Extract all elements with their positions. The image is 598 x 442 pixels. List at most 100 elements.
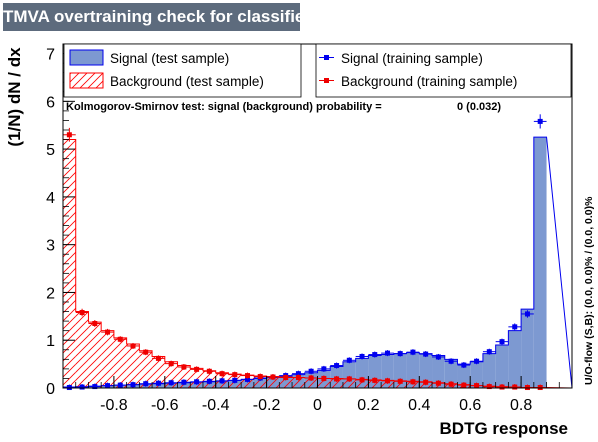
background-training-point <box>75 308 89 317</box>
background-test-bar <box>88 322 102 388</box>
x-tick-label: -0.2 <box>253 397 281 414</box>
signal-training-point <box>101 382 114 389</box>
legend-label-signal-training: Signal (training sample) <box>341 51 483 66</box>
signal-training-point <box>88 383 102 390</box>
background-test-bar <box>393 380 407 388</box>
chart-title: TMVA overtraining check for classifier: … <box>3 3 300 31</box>
signal-training-point <box>482 348 496 355</box>
background-training-point <box>482 383 496 390</box>
background-training-point <box>139 349 153 356</box>
background-training-point <box>190 366 203 373</box>
y-tick-label: 4 <box>46 190 55 207</box>
signal-test-bar <box>521 309 534 388</box>
signal-training-point <box>521 310 534 318</box>
background-training-point <box>508 384 522 390</box>
background-training-point <box>406 378 420 385</box>
background-training-point <box>342 375 356 382</box>
x-axis-label: BDTG response <box>440 419 568 438</box>
legend-swatch-signal-test <box>69 49 104 66</box>
y-tick-label: 2 <box>46 285 55 302</box>
signal-test-bar <box>406 352 420 388</box>
background-training-points <box>63 127 547 391</box>
signal-training-point <box>368 351 382 358</box>
background-training-point <box>432 380 445 387</box>
signal-training-point <box>304 368 318 375</box>
background-training-point <box>279 374 293 381</box>
signal-training-point <box>393 350 407 357</box>
signal-test-bar <box>419 353 433 388</box>
background-training-point <box>88 320 102 327</box>
background-training-point <box>164 360 178 367</box>
signal-test-bar <box>482 353 496 388</box>
signal-test-bar <box>393 353 407 388</box>
ks-test-label: Kolmogorov-Smirnov test: signal (backgro… <box>66 101 382 113</box>
legend: Signal (test sample) Background (test sa… <box>63 43 572 98</box>
background-training-point <box>228 371 242 378</box>
background-training-point <box>381 377 394 384</box>
x-tick-label: 0.4 <box>408 397 430 414</box>
signal-training-point <box>126 381 140 388</box>
background-test-bar <box>253 376 267 388</box>
background-training-point <box>393 378 407 385</box>
background-training-point <box>444 381 458 388</box>
background-test-bar <box>75 311 89 388</box>
background-test-bar <box>139 350 153 388</box>
y-tick-label: 3 <box>46 238 55 255</box>
y-tick-label: 1 <box>46 333 55 350</box>
signal-training-point <box>228 377 242 384</box>
y-tick-label: 0 <box>46 381 55 398</box>
background-test-bar <box>164 361 178 388</box>
overflow-label: U/O-flow (S,B): (0.0, 0.0)% / (0.0, 0.0)… <box>583 196 595 385</box>
background-training-point <box>215 370 229 377</box>
background-training-point <box>202 368 216 375</box>
signal-test-bar <box>457 364 471 388</box>
signal-training-point <box>139 380 153 387</box>
signal-training-point <box>470 358 483 365</box>
signal-training-point <box>508 323 522 331</box>
signal-test-bar <box>495 345 509 388</box>
background-test-bar <box>317 378 331 388</box>
background-test-bar <box>355 379 369 388</box>
background-training-point <box>368 377 382 384</box>
background-test-bar <box>190 368 203 388</box>
background-training-point <box>330 375 343 382</box>
background-training-point <box>355 376 369 383</box>
legend-box-training <box>315 43 572 98</box>
background-training-point <box>63 127 76 142</box>
signal-test-bar <box>533 137 547 388</box>
signal-training-point <box>317 365 331 372</box>
background-test-bar <box>63 139 76 388</box>
background-training-point <box>266 374 280 381</box>
background-test-bar <box>292 377 305 388</box>
signal-training-point <box>215 377 229 384</box>
x-tick-label: 0.8 <box>510 397 532 414</box>
x-tick-label: 0.6 <box>459 397 481 414</box>
signal-training-point <box>406 349 420 356</box>
legend-label-background-training: Background (training sample) <box>341 74 517 89</box>
background-test-bar <box>152 356 165 388</box>
y-axis-label: (1/N) dN / dx <box>5 47 24 147</box>
legend-swatch-background-test <box>69 72 104 89</box>
background-training-point <box>113 336 127 343</box>
background-training-point <box>177 363 191 370</box>
signal-training-point <box>202 378 216 385</box>
signal-training-point <box>533 114 547 129</box>
background-training-point <box>304 374 318 381</box>
background-test-bar <box>113 337 127 388</box>
signal-training-point <box>355 353 369 360</box>
signal-test-bar <box>508 330 522 388</box>
background-test-bar <box>101 330 114 388</box>
x-tick-label: -0.4 <box>202 397 230 414</box>
signal-test-bar <box>470 361 483 388</box>
legend-label-background-test: Background (test sample) <box>110 74 264 89</box>
background-test-bar <box>330 378 343 388</box>
signal-training-point <box>177 379 191 386</box>
signal-training-point <box>342 357 356 364</box>
y-tick-label: 5 <box>46 142 55 159</box>
signal-training-point <box>113 382 127 388</box>
background-training-point <box>152 355 165 362</box>
background-test-bar <box>266 376 280 388</box>
signal-training-point <box>444 358 458 365</box>
y-tick-label: 7 <box>46 47 55 64</box>
